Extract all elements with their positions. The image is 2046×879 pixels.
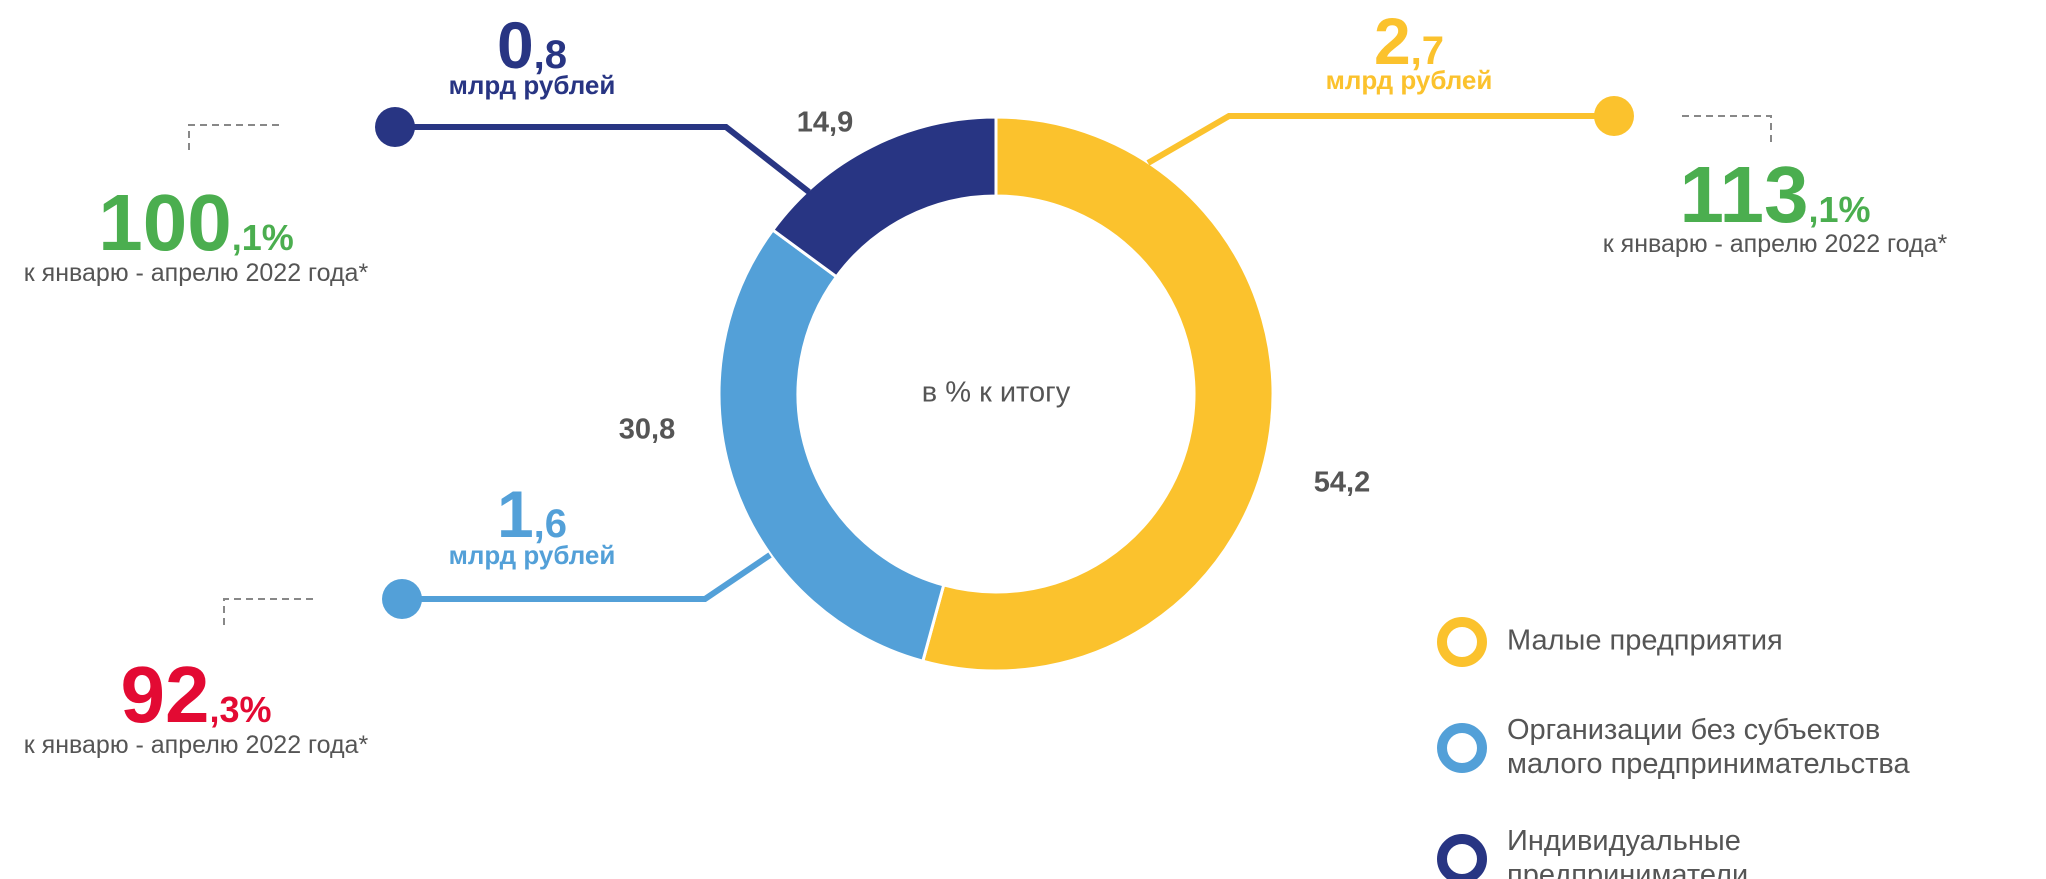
amount-main: 1 bbox=[497, 477, 534, 551]
change-frac: ,3% bbox=[209, 689, 271, 730]
amount-unit: млрд рублей bbox=[449, 540, 616, 570]
center-label: в % к итогу bbox=[922, 377, 1071, 409]
change: 113,1% bbox=[1679, 150, 1870, 239]
callout-line bbox=[402, 552, 772, 602]
change-note: к январю - апрелю 2022 года* bbox=[1603, 230, 1948, 258]
change-note: к январю - апрелю 2022 года* bbox=[24, 731, 369, 759]
change: 100,1% bbox=[98, 178, 294, 267]
change-main: 113 bbox=[1679, 150, 1808, 239]
donut-slice bbox=[717, 227, 946, 664]
change-main: 100 bbox=[98, 178, 231, 267]
amount-unit: млрд рублей bbox=[449, 70, 616, 100]
change: 92,3% bbox=[120, 650, 271, 739]
bracket bbox=[1682, 115, 1772, 144]
callout-dot bbox=[382, 579, 422, 619]
callout-line bbox=[395, 124, 811, 195]
bracket bbox=[188, 124, 279, 154]
change-frac: ,1% bbox=[1809, 189, 1871, 230]
amount-frac: ,8 bbox=[534, 33, 567, 77]
amount: 0,8 bbox=[497, 8, 567, 82]
legend-marker bbox=[1437, 723, 1487, 773]
amount: 2,7 bbox=[1374, 4, 1444, 78]
legend-label: Организации без субъектов малого предприн… bbox=[1507, 714, 1911, 780]
bracket bbox=[223, 598, 313, 629]
legend-marker bbox=[1437, 834, 1487, 879]
change-frac: ,1% bbox=[232, 217, 294, 258]
amount-unit: млрд рублей bbox=[1326, 65, 1493, 95]
amount-frac: ,7 bbox=[1411, 29, 1444, 73]
legend-label: Индивидуальные предприниматели bbox=[1507, 825, 1748, 879]
amount: 1,6 bbox=[497, 477, 567, 551]
value-label: 30,8 bbox=[619, 414, 675, 446]
change-main: 92 bbox=[120, 650, 209, 739]
callout-line bbox=[1146, 113, 1614, 166]
legend-label: Малые предприятия bbox=[1507, 625, 1783, 657]
donut-slice bbox=[770, 115, 998, 279]
amount-frac: ,6 bbox=[534, 502, 567, 546]
change-note: к январю - апрелю 2022 года* bbox=[24, 259, 369, 287]
amount-main: 0 bbox=[497, 8, 534, 82]
callout-dot bbox=[1594, 96, 1634, 136]
legend-marker bbox=[1437, 617, 1487, 667]
value-label: 54,2 bbox=[1314, 467, 1370, 499]
callout-dot bbox=[375, 107, 415, 147]
amount-main: 2 bbox=[1374, 4, 1411, 78]
value-label: 14,9 bbox=[797, 107, 853, 139]
donut-slice bbox=[920, 115, 1275, 673]
